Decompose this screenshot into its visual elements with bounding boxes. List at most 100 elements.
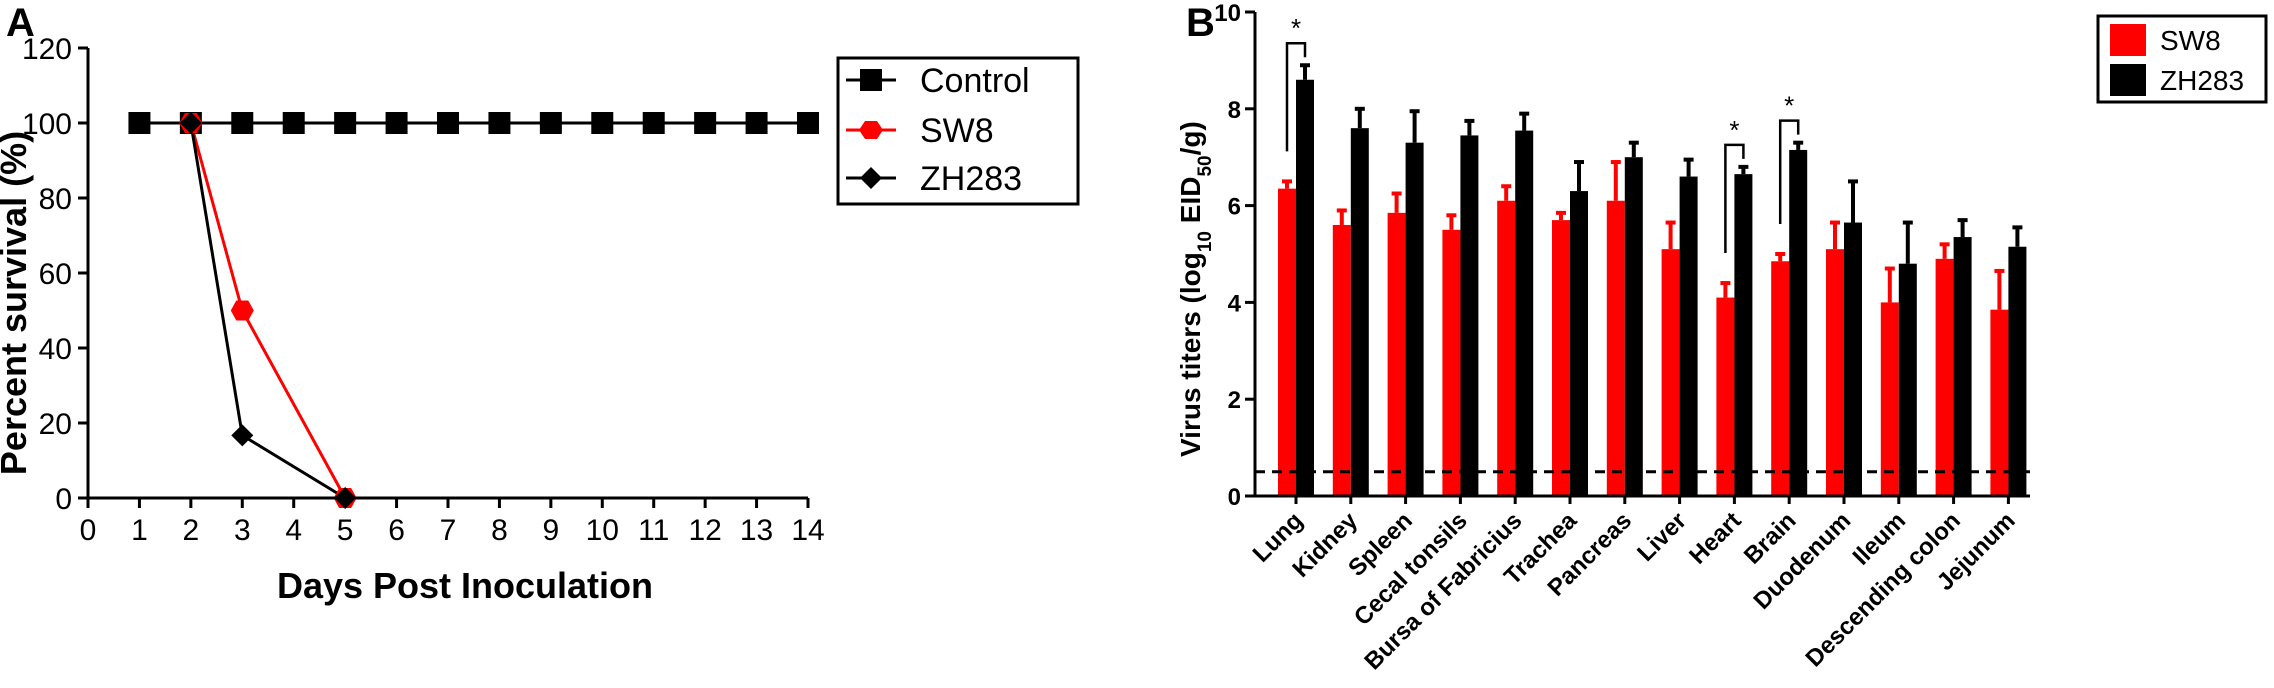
panel-b-label: B — [1186, 1, 1215, 45]
survival-x-tick-label: 8 — [491, 514, 508, 547]
category-label: Liver — [1632, 507, 1692, 567]
bar-sw8 — [1661, 249, 1680, 496]
legend-control-label: Control — [920, 62, 1030, 100]
survival-y-tick-label: 100 — [22, 108, 72, 141]
survival-point-control — [334, 112, 357, 134]
significance-bracket — [1778, 119, 1800, 224]
bar-sw8 — [1332, 224, 1351, 496]
survival-point-zh283 — [179, 112, 202, 134]
legend-zh283-label-b: ZH283 — [2160, 65, 2244, 96]
legend-zh283-label: ZH283 — [920, 160, 1022, 198]
bar-zh283 — [1624, 157, 1643, 496]
bar-zh283 — [1405, 142, 1424, 496]
bar-sw8 — [1990, 309, 2009, 496]
bar-zh283 — [1734, 174, 1753, 496]
survival-point-sw8 — [230, 300, 254, 321]
bar-sw8 — [1552, 220, 1570, 496]
bar-zh283 — [1460, 135, 1479, 497]
legend-sw8-label: SW8 — [920, 112, 994, 150]
bar-zh283 — [1679, 176, 1698, 496]
survival-x-tick-label: 1 — [131, 514, 148, 547]
significance-bracket — [1724, 143, 1745, 254]
bar-zh283 — [1898, 263, 1917, 496]
significance-star: * — [1784, 91, 1794, 121]
titer-y-tick-label: 2 — [1228, 387, 1241, 414]
legend-sw8-marker — [859, 121, 883, 139]
bar-sw8 — [1826, 249, 1844, 496]
legend-zh283-marker — [860, 167, 882, 189]
survival-y-tick-label: 40 — [39, 333, 72, 366]
survival-point-control — [591, 112, 614, 134]
survival-point-control — [385, 112, 408, 134]
significance-star: * — [1291, 13, 1301, 43]
titer-y-tick-label: 6 — [1228, 194, 1241, 221]
bar-sw8 — [1716, 297, 1735, 496]
survival-legend: Control SW8 ZH283 — [836, 56, 1080, 206]
bar-sw8 — [1387, 212, 1406, 497]
survival-point-control — [437, 112, 459, 134]
survival-chart: A Percent survival (%) Days Post Inocula… — [0, 1, 1080, 606]
bar-sw8 — [1771, 261, 1790, 496]
survival-x-tick-label: 4 — [285, 514, 302, 547]
titer-y-tick-label: 4 — [1228, 290, 1242, 317]
legend-control-marker — [860, 69, 882, 91]
bar-sw8 — [1880, 302, 1899, 496]
titer-y-tick-label: 10 — [1214, 0, 1241, 27]
bar-zh283 — [1953, 237, 1972, 496]
bar-sw8 — [1935, 258, 1954, 496]
survival-x-tick-label: 6 — [388, 514, 405, 547]
survival-x-tick-label: 11 — [638, 514, 669, 547]
bar-sw8 — [1278, 188, 1296, 496]
survival-y-tick-label: 60 — [39, 258, 72, 291]
survival-point-control — [128, 112, 151, 134]
titer-y-tick-label: 8 — [1228, 97, 1241, 124]
bar-sw8 — [1606, 200, 1625, 496]
bar-zh283 — [1515, 130, 1534, 496]
significance-bracket — [1285, 41, 1307, 152]
survival-point-control — [694, 112, 717, 134]
survival-line-sw8 — [189, 122, 347, 499]
bar-sw8 — [1442, 229, 1461, 497]
survival-y-tick-label: 0 — [55, 483, 72, 516]
survival-point-control — [231, 112, 254, 134]
significance-star: * — [1729, 115, 1739, 145]
survival-x-tick-label: 10 — [586, 514, 619, 547]
titer-chart: B Virus titers (log10 EID50/g) 0 2 4 6 8 10 *… — [1175, 0, 2268, 675]
titer-y-tick-label: 0 — [1228, 484, 1241, 511]
bar-zh283 — [1570, 191, 1588, 496]
survival-point-control — [797, 112, 819, 134]
survival-x-tick-label: 7 — [440, 514, 457, 547]
bar-sw8 — [1497, 200, 1516, 496]
survival-y-axis-title: Percent survival (%) — [0, 131, 34, 475]
legend-sw8-label-b: SW8 — [2160, 25, 2221, 56]
survival-y-tick-label: 20 — [39, 408, 72, 441]
bar-zh283 — [2008, 246, 2027, 496]
survival-x-tick-label: 9 — [543, 514, 560, 547]
survival-x-tick-label: 13 — [740, 514, 773, 547]
survival-x-tick-label: 0 — [80, 514, 97, 547]
bar-zh283 — [1844, 222, 1862, 497]
survival-x-tick-label: 14 — [791, 514, 824, 547]
survival-point-control — [745, 112, 768, 134]
survival-x-axis-title: Days Post Inoculation — [277, 565, 653, 606]
bar-zh283 — [1350, 128, 1369, 496]
survival-point-control — [282, 112, 305, 134]
survival-point-control — [539, 112, 562, 134]
survival-x-tick-label: 3 — [234, 514, 251, 547]
survival-point-zh283 — [231, 424, 254, 447]
survival-x-tick-label: 5 — [337, 514, 354, 547]
legend-zh283-swatch — [2110, 64, 2146, 96]
panel-a-label: A — [6, 1, 35, 45]
survival-y-tick-label: 80 — [39, 183, 72, 216]
bar-zh283 — [1296, 79, 1314, 496]
survival-point-control — [642, 112, 665, 134]
survival-line-zh283 — [189, 122, 346, 500]
survival-x-tick-label: 12 — [688, 514, 721, 547]
bar-zh283 — [1789, 149, 1808, 496]
survival-y-tick-label: 120 — [22, 33, 72, 66]
titer-y-axis-title: Virus titers (log10 EID50/g) — [1175, 121, 1216, 457]
survival-point-control — [488, 112, 511, 134]
legend-sw8-swatch — [2110, 24, 2146, 56]
survival-x-tick-label: 2 — [183, 514, 200, 547]
